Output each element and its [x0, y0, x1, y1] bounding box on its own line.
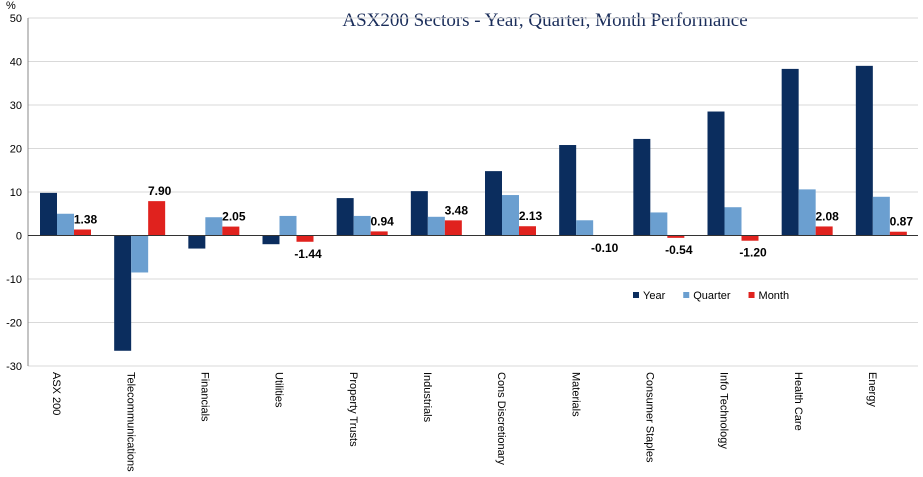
bar: [40, 192, 57, 236]
bar: [279, 215, 297, 236]
bar: [296, 235, 314, 242]
bar: [815, 226, 833, 236]
bar: [741, 235, 759, 241]
x-tick-label: Property Trusts: [347, 372, 359, 447]
y-tick-label: -20: [6, 318, 22, 330]
data-label: 7.90: [148, 184, 172, 198]
y-tick-label: 30: [10, 100, 22, 112]
bar: [353, 215, 371, 236]
bar: [444, 220, 462, 236]
data-label: 2.13: [519, 209, 543, 223]
bar: [427, 216, 445, 236]
x-tick-label: Consumer Staples: [643, 372, 655, 463]
bar: [502, 195, 519, 236]
bar: [889, 231, 907, 236]
y-tick-label: 50: [10, 13, 22, 25]
bar: [336, 198, 354, 236]
bar: [205, 217, 223, 236]
bar: [576, 220, 594, 236]
data-label: -0.54: [665, 243, 693, 257]
data-label: 2.05: [222, 210, 246, 224]
y-tick-label: 10: [10, 187, 22, 199]
legend-swatch: [683, 292, 690, 298]
bar: [262, 235, 280, 245]
bar: [485, 171, 502, 236]
x-tick-label: Info Technology: [718, 372, 730, 449]
y-tick-label: -10: [6, 274, 22, 286]
bar: [667, 235, 685, 238]
bar: [410, 191, 428, 236]
bar: [724, 207, 742, 236]
bar: [855, 65, 873, 236]
legend-swatch: [633, 292, 639, 298]
data-label: 0.87: [890, 215, 914, 229]
data-label: -1.20: [739, 246, 767, 260]
bar: [148, 201, 166, 236]
bar: [707, 111, 725, 236]
x-tick-label: Financials: [198, 372, 210, 422]
data-label: 3.48: [445, 203, 469, 217]
legend-label: Year: [643, 290, 666, 302]
bar: [798, 189, 816, 236]
bar: [114, 235, 132, 351]
chart-title: ASX200 Sectors - Year, Quarter, Month Pe…: [342, 10, 747, 31]
data-label: 0.94: [370, 214, 394, 228]
bar: [633, 138, 651, 236]
bar: [57, 213, 74, 236]
x-tick-label: Industrials: [421, 372, 433, 423]
bar: [519, 226, 536, 236]
data-label: -1.44: [294, 247, 322, 261]
x-tick-label: ASX 200: [50, 372, 62, 415]
y-tick-label: 20: [10, 144, 22, 156]
bar: [559, 145, 577, 236]
x-tick-label: Health Care: [792, 372, 804, 431]
x-tick-label: Cons Discretionary: [495, 372, 507, 465]
bar: [370, 231, 388, 236]
legend-label: Quarter: [693, 290, 731, 302]
x-tick-label: Energy: [866, 372, 878, 407]
y-tick-label: 40: [10, 57, 22, 69]
bar: [222, 226, 240, 236]
bar: [188, 235, 206, 249]
y-axis-unit: %: [6, 0, 16, 12]
data-label: 2.08: [815, 209, 839, 223]
bar: [650, 212, 668, 236]
legend-label: Month: [759, 290, 790, 302]
data-label: 1.38: [74, 212, 98, 226]
y-tick-label: 0: [16, 231, 22, 243]
x-tick-label: Materials: [569, 372, 581, 417]
bar: [781, 68, 799, 236]
data-label: -0.10: [591, 241, 619, 255]
bar: [74, 229, 91, 236]
x-tick-label: Utilities: [273, 372, 285, 408]
bar: [872, 196, 890, 236]
x-tick-label: Telecommunications: [124, 372, 136, 472]
bar: [131, 235, 149, 273]
legend-swatch: [748, 292, 755, 298]
y-tick-label: -30: [6, 361, 22, 373]
